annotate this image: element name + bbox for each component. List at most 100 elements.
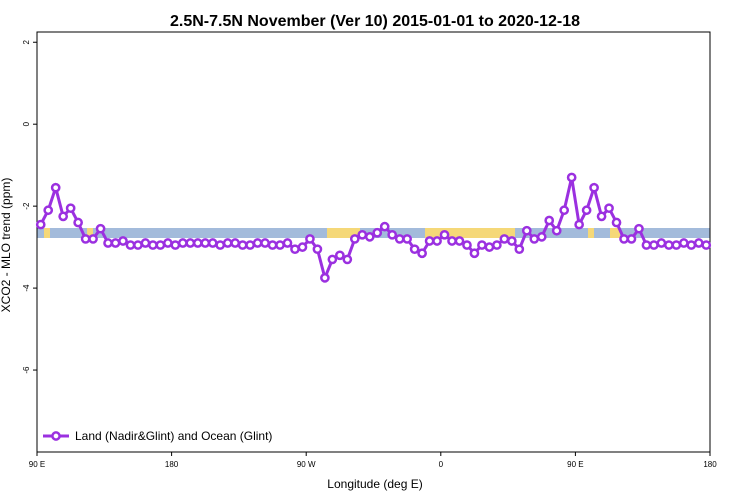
- data-point: [492, 240, 502, 250]
- data-point: [207, 238, 218, 248]
- data-point: [118, 236, 128, 246]
- data-point: [447, 236, 457, 246]
- data-point: [604, 203, 614, 214]
- land-band: [327, 228, 360, 238]
- data-point: [462, 240, 472, 250]
- data-point: [215, 240, 226, 250]
- data-point: [611, 217, 622, 228]
- data-point: [701, 240, 712, 250]
- x-tick-label: 90 E: [567, 460, 583, 469]
- data-point: [686, 240, 697, 250]
- land-band: [87, 228, 93, 238]
- data-point: [110, 238, 121, 248]
- data-point: [469, 248, 480, 259]
- data-point: [222, 238, 233, 248]
- data-point: [155, 240, 166, 250]
- data-line: [39, 177, 707, 283]
- data-point: [596, 211, 607, 222]
- chart-title: 2.5N-7.5N November (Ver 10) 2015-01-01 t…: [170, 13, 580, 30]
- data-point: [529, 234, 540, 244]
- data-point: [589, 182, 599, 193]
- data-point: [200, 238, 211, 248]
- y-tick-label: 2: [22, 39, 31, 44]
- data-point: [559, 205, 570, 216]
- data-point: [484, 242, 495, 252]
- data-point: [252, 238, 263, 248]
- data-point: [327, 254, 338, 265]
- data-point: [678, 238, 689, 248]
- data-point: [641, 240, 652, 250]
- data-point: [237, 240, 248, 250]
- land-band: [588, 228, 594, 238]
- data-point: [95, 223, 106, 234]
- data-point: [649, 240, 659, 250]
- data-point: [312, 244, 323, 255]
- y-tick-label: -2: [22, 202, 31, 210]
- data-point: [477, 240, 487, 250]
- data-point: [43, 205, 54, 216]
- data-point: [432, 236, 442, 246]
- data-point: [335, 250, 345, 261]
- data-point: [282, 238, 293, 248]
- data-point: [35, 219, 46, 230]
- data-point: [275, 240, 285, 250]
- x-tick-label: 0: [439, 460, 444, 469]
- land-band: [44, 228, 50, 238]
- data-point: [506, 236, 517, 246]
- data-point: [551, 225, 562, 236]
- data-point: [133, 240, 143, 250]
- data-point: [626, 234, 637, 244]
- data-point: [671, 240, 682, 250]
- data-point: [387, 229, 398, 240]
- data-point: [185, 238, 196, 248]
- data-point: [125, 240, 136, 250]
- data-point: [364, 232, 375, 242]
- x-tick-label: 90 W: [297, 460, 316, 469]
- data-point: [170, 240, 181, 250]
- data-point: [342, 254, 353, 265]
- data-point: [50, 182, 61, 193]
- y-tick-label: -4: [22, 284, 31, 292]
- data-point: [581, 205, 592, 216]
- data-point: [693, 238, 704, 248]
- data-point: [65, 203, 76, 214]
- y-axis-label: XCO2 - MLO trend (ppm): [0, 178, 13, 313]
- data-point: [544, 215, 555, 226]
- data-point: [177, 238, 188, 248]
- data-point: [409, 244, 420, 255]
- legend-label: Land (Nadir&Glint) and Ocean (Glint): [75, 429, 272, 443]
- data-point: [148, 240, 158, 250]
- data-point: [439, 229, 450, 240]
- legend-marker: [51, 431, 61, 441]
- data-point: [536, 232, 547, 242]
- data-point: [379, 221, 390, 232]
- data-point: [521, 225, 532, 236]
- data-point: [394, 234, 405, 244]
- data-point: [230, 238, 241, 248]
- data-point: [664, 240, 674, 250]
- data-point: [297, 242, 308, 252]
- data-point: [80, 234, 91, 244]
- data-point: [566, 172, 577, 183]
- x-tick-label: 90 E: [29, 460, 45, 469]
- data-point: [260, 238, 270, 248]
- data-point: [58, 211, 69, 222]
- data-point: [305, 234, 315, 244]
- data-point: [424, 236, 435, 246]
- data-point: [372, 227, 383, 238]
- data-point: [245, 240, 255, 250]
- data-point: [454, 236, 465, 246]
- data-point: [163, 238, 173, 248]
- x-axis-label: Longitude (deg E): [327, 477, 422, 491]
- data-point: [103, 238, 113, 248]
- y-tick-label: 0: [22, 121, 31, 126]
- data-point: [320, 273, 330, 283]
- x-tick-label: 180: [165, 460, 179, 469]
- data-point: [357, 229, 368, 240]
- data-point: [499, 234, 510, 244]
- data-point: [88, 234, 98, 244]
- land-band: [425, 228, 515, 238]
- data-point: [417, 248, 427, 259]
- data-point: [192, 238, 203, 248]
